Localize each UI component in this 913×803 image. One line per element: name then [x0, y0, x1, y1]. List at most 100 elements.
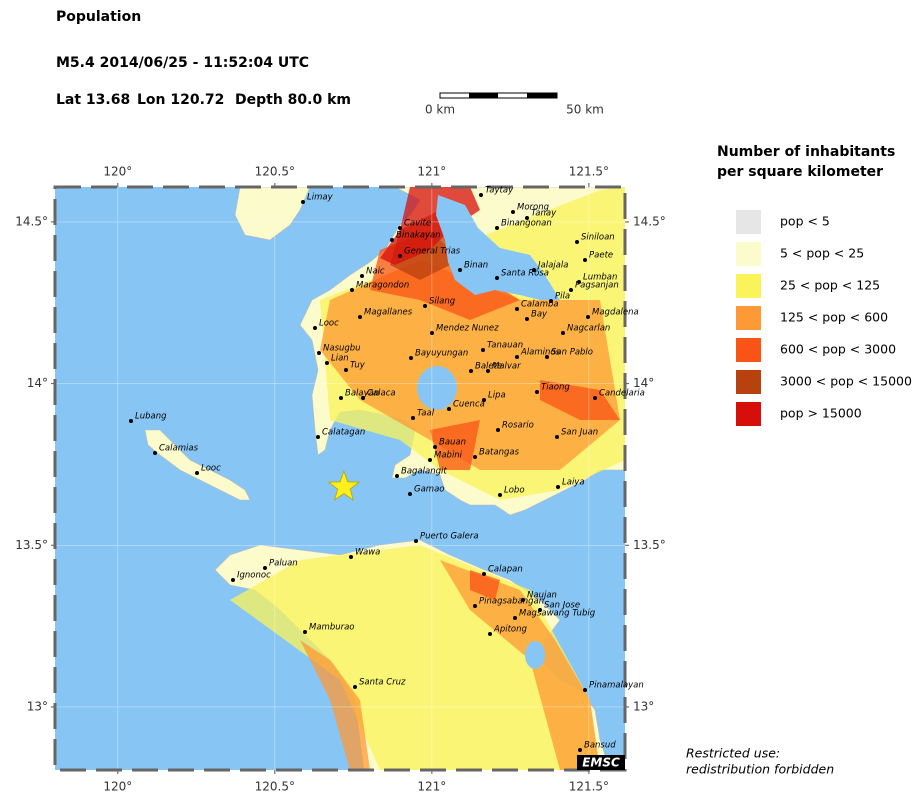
city-dot — [498, 493, 502, 497]
city-dot — [583, 688, 587, 692]
city-dot — [395, 474, 399, 478]
x-tick-label: 120° — [103, 780, 132, 794]
city-dot — [488, 632, 492, 636]
city-label: Mamburao — [309, 623, 355, 633]
city-label: Magsawang Tubig — [519, 609, 596, 619]
city-label: Gamao — [414, 485, 445, 495]
city-dot — [473, 604, 477, 608]
legend-label: 125 < pop < 600 — [780, 310, 888, 325]
city-dot — [231, 578, 235, 582]
map: 120° 120° 120.5° 120.5° 121° 121° 121.5° 121.5°… — [15, 165, 665, 794]
y-tick-label: 13.5° — [633, 538, 666, 552]
scale-start: 0 km — [425, 103, 455, 117]
city-label: Lubang — [135, 412, 167, 422]
y-tick-label: 14° — [633, 376, 654, 390]
city-dot — [301, 200, 305, 204]
city-dot — [409, 356, 413, 360]
city-dot — [481, 348, 485, 352]
city-dot — [428, 458, 432, 462]
city-label: Naic — [366, 267, 385, 277]
lat: Lat 13.68 — [56, 92, 130, 108]
density-area — [540, 380, 620, 420]
lake — [417, 366, 457, 410]
legend-swatch — [736, 242, 761, 266]
city-dot — [414, 539, 418, 543]
land-group — [144, 187, 625, 770]
notice: Restricted use: — [686, 746, 780, 761]
density-area — [440, 560, 600, 770]
city-dot — [263, 566, 267, 570]
city-dot — [358, 315, 362, 319]
city-dot — [353, 685, 357, 689]
city-label: Paluan — [269, 559, 298, 569]
city-dot — [513, 616, 517, 620]
city-dot — [561, 331, 565, 335]
city-dot — [555, 435, 559, 439]
legend-label: pop > 15000 — [780, 406, 862, 421]
city-dot — [398, 226, 402, 230]
depth: Depth 80.0 km — [235, 92, 351, 108]
city-dot — [515, 307, 519, 311]
city-label: Pagsanjan — [575, 281, 619, 291]
lon: Lon 120.72 — [137, 92, 224, 108]
y-tick-label: 14.5° — [15, 214, 48, 228]
city-label: Malvar — [492, 362, 521, 372]
city-dot — [349, 555, 353, 559]
city-label: Pinamalayan — [589, 681, 644, 691]
city-dot — [511, 210, 515, 214]
city-dot — [303, 630, 307, 634]
city-dot — [578, 748, 582, 752]
city-dot — [433, 445, 437, 449]
city-label: Lian — [331, 354, 349, 364]
city-label: Lumban — [583, 273, 617, 283]
city-label: Mabini — [434, 451, 463, 461]
city-dot — [521, 598, 525, 602]
event: M5.4 2014/06/25 - 11:52:04 UTC — [56, 55, 309, 71]
city-dot — [482, 398, 486, 402]
land — [144, 429, 251, 501]
legend-label: pop < 5 — [780, 214, 830, 229]
city-dot — [316, 435, 320, 439]
city-dot — [545, 355, 549, 359]
city-label: Nagcarlan — [567, 324, 610, 334]
city-dot — [556, 485, 560, 489]
city-label: Alaminos — [520, 348, 561, 358]
city-label: Naujan — [527, 591, 557, 601]
city-dot — [586, 315, 590, 319]
city-label: Ignonoc — [237, 571, 271, 581]
city-label: Looc — [201, 464, 221, 474]
city-dot — [398, 254, 402, 258]
city-label: Tuy — [350, 361, 366, 371]
city-dot — [447, 407, 451, 411]
epicenter — [327, 469, 361, 501]
city-dot — [469, 369, 473, 373]
city-label: Silang — [429, 297, 456, 307]
city-dot — [423, 304, 427, 308]
legend-label: 600 < pop < 3000 — [780, 342, 896, 357]
city-label: Bayuyungan — [415, 349, 468, 359]
city-dot — [344, 368, 348, 372]
x-tick-label: 121° — [417, 165, 446, 179]
city-label: Calaca — [367, 389, 396, 399]
legend-label: 5 < pop < 25 — [780, 246, 864, 261]
city-label: Puerto Galera — [420, 532, 479, 542]
city-label: Jalajala — [536, 261, 568, 271]
lake — [436, 195, 560, 300]
city-dot — [317, 351, 321, 355]
city-dot — [195, 471, 199, 475]
city-label: Binangonan — [501, 219, 552, 229]
city-label: Calamba — [521, 300, 559, 310]
city-label: Tanauan — [487, 341, 523, 351]
city-label: Maragondon — [356, 281, 409, 291]
city-label: Pinagsabangan — [479, 597, 544, 607]
city-dot — [339, 396, 343, 400]
city-label: San Juan — [561, 428, 598, 438]
city-label: Taytay — [485, 186, 514, 196]
city-label: Cavite — [404, 219, 431, 229]
city-label: Looc — [319, 319, 339, 329]
legend-swatch — [736, 370, 761, 394]
lake — [525, 641, 545, 669]
city-label: Nasugbu — [323, 344, 361, 354]
city-dot — [479, 193, 483, 197]
